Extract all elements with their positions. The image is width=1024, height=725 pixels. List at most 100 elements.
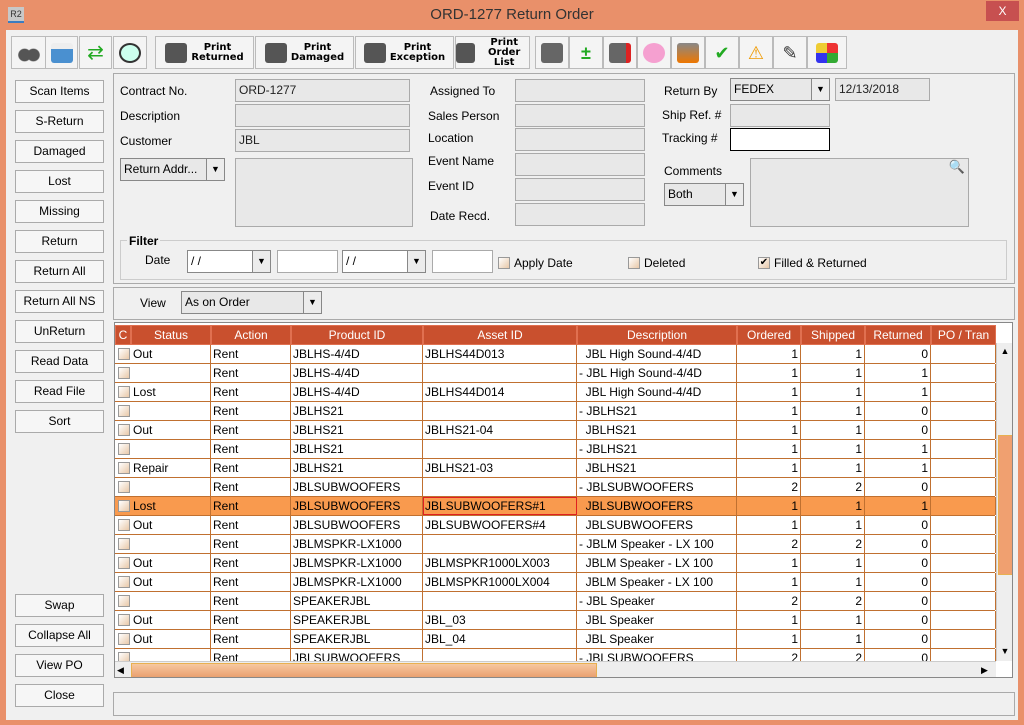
column-header[interactable]: Shipped — [801, 325, 865, 345]
binoculars-button[interactable] — [11, 36, 46, 69]
table-row[interactable]: Rent JBLHS-4/4D - JBL High Sound-4/4D 1 1 1 — [115, 364, 996, 383]
sidebar-button-damaged[interactable]: Damaged — [15, 140, 104, 163]
return-date-field[interactable]: 12/13/2018 — [835, 78, 930, 101]
sidebar-button-collapse-all[interactable]: Collapse All — [15, 624, 104, 647]
filter-check-button[interactable]: ✔ — [705, 36, 739, 69]
table-row[interactable]: Lost Rent JBLHS-4/4D JBLHS44D014 JBL High S… — [115, 383, 996, 402]
ship-ref-field[interactable] — [730, 104, 830, 127]
column-header[interactable]: C — [115, 325, 131, 345]
print-exception-button[interactable]: Print Exception — [355, 36, 454, 69]
contract-field[interactable]: ORD-1277 — [235, 79, 410, 102]
sidebar-button-view-po[interactable]: View PO — [15, 654, 104, 677]
row-checkbox[interactable] — [118, 462, 130, 474]
table-row[interactable]: Rent JBLSUBWOOFERS - JBLSUBWOOFERS 2 2 0 — [115, 478, 996, 497]
row-checkbox[interactable] — [118, 519, 130, 531]
time-to-field[interactable] — [432, 250, 493, 273]
column-header[interactable]: PO / Tran — [931, 325, 996, 345]
row-checkbox[interactable] — [118, 614, 130, 626]
view-dropdown[interactable]: As on Order ▼ — [181, 291, 322, 314]
sales-person-field[interactable] — [515, 104, 645, 127]
table-row[interactable]: Out Rent SPEAKERJBL JBL_03 JBL Speaker 1 1 0 — [115, 611, 996, 630]
column-header[interactable]: Description — [577, 325, 737, 345]
close-button[interactable]: X — [986, 1, 1019, 21]
date-recd-field[interactable] — [515, 203, 645, 226]
return-address-textarea[interactable] — [235, 158, 413, 227]
row-checkbox[interactable] — [118, 500, 130, 512]
table-row[interactable]: Out Rent JBLHS21 JBLHS21-04 JBLHS21 1 1 0 — [115, 421, 996, 440]
sidebar-button-read-data[interactable]: Read Data — [15, 350, 104, 373]
column-header[interactable]: Ordered — [737, 325, 801, 345]
table-row[interactable]: Out Rent SPEAKERJBL JBL_04 JBL Speaker 1 1 0 — [115, 630, 996, 649]
grid-button[interactable] — [807, 36, 847, 69]
event-name-field[interactable] — [515, 153, 645, 176]
return-addr-dropdown[interactable]: Return Addr... ▼ — [120, 158, 225, 181]
search-icon[interactable]: 🔍 — [948, 159, 965, 174]
sidebar-button-unreturn[interactable]: UnReturn — [15, 320, 104, 343]
refresh-button[interactable]: ⇄ — [79, 36, 112, 69]
scroll-right-icon[interactable]: ▶ — [981, 665, 988, 675]
row-checkbox[interactable] — [118, 633, 130, 645]
print-order-list-button[interactable]: Print Order List — [455, 36, 530, 69]
row-checkbox[interactable] — [118, 348, 130, 360]
assigned-to-field[interactable] — [515, 79, 645, 102]
tracking-field[interactable] — [730, 128, 830, 151]
description-field[interactable] — [235, 104, 410, 127]
scroll-down-icon[interactable]: ▼ — [1000, 646, 1010, 656]
horizontal-scroll-thumb[interactable] — [131, 663, 597, 677]
row-checkbox[interactable] — [118, 405, 130, 417]
row-checkbox[interactable] — [118, 386, 130, 398]
row-checkbox[interactable] — [118, 576, 130, 588]
row-checkbox[interactable] — [118, 481, 130, 493]
comments-filter-dropdown[interactable]: Both ▼ — [664, 183, 744, 206]
sidebar-button-return-all[interactable]: Return All — [15, 260, 104, 283]
sidebar-button-return[interactable]: Return — [15, 230, 104, 253]
table-row[interactable]: Out Rent JBLMSPKR-LX1000 JBLMSPKR1000LX004 … — [115, 573, 996, 592]
deleted-checkbox[interactable] — [628, 257, 640, 269]
vertical-scroll-thumb[interactable] — [998, 435, 1012, 575]
date-from-picker[interactable]: / / ▼ — [187, 250, 271, 273]
column-header[interactable]: Action — [211, 325, 291, 345]
scroll-up-icon[interactable]: ▲ — [1000, 346, 1010, 356]
table-row[interactable]: Lost Rent JBLSUBWOOFERS JBLSUBWOOFERS#1 JBL… — [115, 497, 996, 516]
warning-button[interactable]: ⚠ — [739, 36, 773, 69]
column-header[interactable]: Status — [131, 325, 211, 345]
sidebar-button-return-all-ns[interactable]: Return All NS — [15, 290, 104, 313]
table-row[interactable]: Rent JBLMSPKR-LX1000 - JBLM Speaker - LX 1… — [115, 535, 996, 554]
sidebar-button-s-return[interactable]: S-Return — [15, 110, 104, 133]
print-damaged-button[interactable]: Print Damaged — [255, 36, 354, 69]
table-row[interactable]: Rent JBLHS21- JBLHS21 1 1 1 — [115, 440, 996, 459]
comments-textarea[interactable]: 🔍 — [750, 158, 969, 227]
date-to-picker[interactable]: / / ▼ — [342, 250, 426, 273]
zoom-button[interactable] — [113, 36, 147, 69]
add-remove-button[interactable]: ± — [569, 36, 603, 69]
sidebar-button-lost[interactable]: Lost — [15, 170, 104, 193]
edit-button[interactable]: ✎ — [773, 36, 807, 69]
sidebar-button-read-file[interactable]: Read File — [15, 380, 104, 403]
row-checkbox[interactable] — [118, 595, 130, 607]
row-checkbox[interactable] — [118, 424, 130, 436]
row-checkbox[interactable] — [118, 367, 130, 379]
vertical-scrollbar[interactable]: ▲ ▼ — [996, 343, 1012, 661]
column-header[interactable]: Product ID — [291, 325, 423, 345]
sidebar-button-close[interactable]: Close — [15, 684, 104, 707]
event-id-field[interactable] — [515, 178, 645, 201]
scroll-left-icon[interactable]: ◀ — [117, 665, 124, 675]
row-checkbox[interactable] — [118, 443, 130, 455]
column-header[interactable]: Asset ID — [423, 325, 577, 345]
sidebar-button-sort[interactable]: Sort — [15, 410, 104, 433]
print-returned-button[interactable]: Print Returned — [155, 36, 254, 69]
location-field[interactable] — [515, 128, 645, 151]
sidebar-button-scan-items[interactable]: Scan Items — [15, 80, 104, 103]
row-checkbox[interactable] — [118, 557, 130, 569]
customer-field[interactable]: JBL — [235, 129, 410, 152]
sidebar-button-missing[interactable]: Missing — [15, 200, 104, 223]
table-row[interactable]: Repair Rent JBLHS21 JBLHS21-03 JBLHS21 1 1 1 — [115, 459, 996, 478]
funnel-button[interactable] — [671, 36, 705, 69]
tool-button-1[interactable] — [535, 36, 569, 69]
table-row[interactable]: Out Rent JBLSUBWOOFERS JBLSUBWOOFERS#4 JBLS… — [115, 516, 996, 535]
apply-date-checkbox[interactable] — [498, 257, 510, 269]
alert-scanner-button[interactable] — [603, 36, 637, 69]
table-row[interactable]: Rent SPEAKERJBL - JBL Speaker 2 2 0 — [115, 592, 996, 611]
time-from-field[interactable] — [277, 250, 338, 273]
row-checkbox[interactable] — [118, 538, 130, 550]
